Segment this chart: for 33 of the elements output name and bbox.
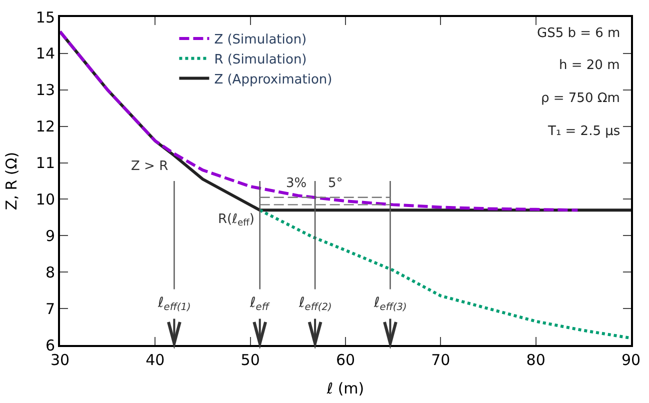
x-tick-label: 60 xyxy=(336,351,356,369)
y-tick-label: 15 xyxy=(36,8,55,26)
annotation: ρ = 750 Ωm xyxy=(541,91,620,106)
line-series xyxy=(258,208,631,340)
legend-label: R (Simulation) xyxy=(214,52,307,68)
y-tick-label: 14 xyxy=(36,44,55,63)
ref-line-label: ℓ$_{eff(3)}$ xyxy=(373,295,407,313)
x-tick-label: 50 xyxy=(240,351,260,369)
ref-line-label: ℓ$_{eff(2)}$ xyxy=(298,295,332,313)
y-axis-title: Z, R (Ω) xyxy=(2,152,21,210)
x-tick-label: 40 xyxy=(146,351,165,369)
ref-line-label: ℓ$_{eff}$ xyxy=(249,295,270,313)
annotation: h = 20 m xyxy=(559,58,620,73)
y-tick-label: 10 xyxy=(36,190,55,208)
y-tick-label: 12 xyxy=(36,118,55,136)
x-axis-title: ℓ (m) xyxy=(326,380,364,398)
annotation: T₁ = 2.5 μs xyxy=(547,124,620,139)
annotation: GS5 b = 6 m xyxy=(537,26,620,41)
annotation: Z > R xyxy=(131,159,168,174)
x-tick-label: 80 xyxy=(526,351,546,369)
y-tick-label: 11 xyxy=(36,154,55,172)
legend-label: Z (Approximation) xyxy=(214,72,332,88)
annotation: 3% xyxy=(286,176,307,191)
x-tick-label: 90 xyxy=(621,351,641,369)
y-tick-label: 8 xyxy=(45,263,55,282)
y-tick-label: 9 xyxy=(45,226,55,245)
y-tick-label: 7 xyxy=(45,300,55,318)
ref-line-label: ℓ$_{eff(1)}$ xyxy=(157,295,191,313)
annotation: R(ℓ$_{eff}$) xyxy=(218,212,254,229)
x-tick-label: 70 xyxy=(431,351,450,369)
legend-label: Z (Simulation) xyxy=(214,32,307,48)
y-tick-label: 13 xyxy=(36,81,55,100)
annotation: 5° xyxy=(328,176,343,191)
